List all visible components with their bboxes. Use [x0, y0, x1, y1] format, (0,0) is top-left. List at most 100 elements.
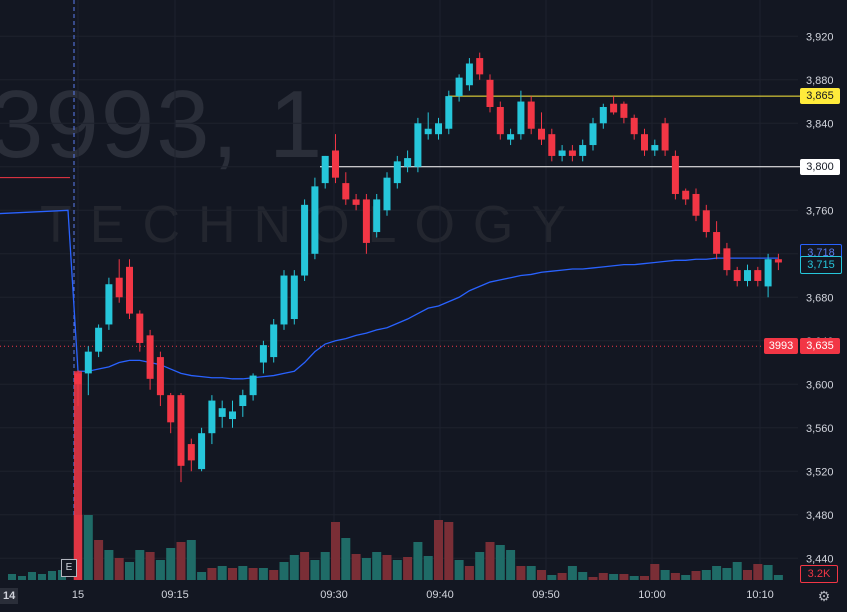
candle-body — [301, 204, 309, 276]
volume-bar — [279, 562, 289, 580]
candle-body — [393, 161, 401, 184]
opening-volume-spike — [74, 371, 82, 580]
volume-bar — [403, 557, 413, 580]
candle-body — [692, 193, 700, 216]
volume-bar — [238, 566, 248, 580]
volume-bar — [619, 574, 629, 580]
resistance-low-price-label[interactable]: 3,800 — [800, 158, 840, 175]
symbol-tag-price-label[interactable]: 3993 — [764, 338, 798, 355]
candle-body — [311, 186, 319, 254]
volume-bar — [537, 570, 546, 580]
volume-bar — [547, 575, 557, 580]
candle-body — [599, 106, 607, 124]
volume-bar — [485, 542, 495, 580]
event-marker[interactable]: E — [61, 559, 77, 577]
candle-body — [630, 117, 638, 135]
symbol-price-price-label[interactable]: 3,635 — [800, 338, 840, 355]
volume-bar — [712, 566, 722, 580]
y-tick-label: 3,480 — [806, 510, 834, 522]
volume-bar — [248, 568, 258, 580]
volume-bar — [701, 570, 711, 580]
candle-body — [74, 373, 82, 385]
candle-body — [744, 270, 751, 281]
candle-body — [754, 270, 762, 281]
price-candles — [74, 52, 782, 483]
volume-bar — [506, 550, 516, 580]
volume-bar — [650, 564, 660, 580]
resistance-high-price-label[interactable]: 3,865 — [800, 88, 840, 105]
volume-bar — [125, 562, 134, 580]
volume-bar — [135, 550, 145, 580]
y-tick-label: 3,880 — [806, 75, 834, 87]
grid-lines — [0, 0, 798, 580]
volume-bar — [300, 552, 310, 580]
candle-body — [723, 248, 731, 271]
volume-scale-label: 3.2K — [800, 565, 838, 583]
volume-bar — [475, 552, 485, 580]
axis-labels: 3,4403,4803,5203,5603,6003,6403,6803,720… — [72, 31, 834, 601]
candle-body — [84, 351, 92, 374]
candle-body — [167, 395, 175, 423]
y-tick-label: 3,440 — [806, 553, 834, 565]
volume-bar — [681, 575, 691, 580]
candle-body — [455, 77, 463, 97]
volume-bar — [434, 520, 443, 580]
candle-body — [352, 199, 360, 205]
y-tick-label: 3,920 — [806, 31, 834, 43]
volume-bar — [773, 575, 783, 580]
volume-bar — [588, 577, 598, 580]
volume-bar — [361, 558, 371, 580]
volume-bar — [609, 574, 619, 580]
candle-body — [249, 375, 257, 396]
last-price-price-label[interactable]: 3,715 — [800, 255, 842, 274]
volume-bar — [423, 556, 433, 580]
volume-bar — [228, 568, 237, 580]
prev-vwap-line — [0, 209, 79, 372]
candle-body — [641, 134, 648, 151]
volume-bar — [176, 542, 186, 580]
volume-bar — [763, 565, 773, 580]
candle-body — [280, 275, 288, 325]
volume-bar — [104, 550, 114, 580]
volume-bar — [598, 573, 608, 580]
candle-body — [651, 145, 659, 151]
volume-bar — [320, 552, 330, 580]
candle-body — [517, 101, 525, 135]
x-tick-label: 09:30 — [320, 589, 348, 601]
volume-bar — [48, 571, 56, 580]
y-tick-label: 3,680 — [806, 292, 834, 304]
candle-body — [702, 210, 710, 233]
candle-body — [259, 345, 267, 363]
candle-body — [342, 183, 350, 200]
candle-body — [568, 150, 576, 156]
candle-body — [496, 106, 504, 135]
volume-bar — [670, 573, 680, 580]
volume-bars — [8, 515, 783, 580]
volume-bar — [495, 545, 505, 580]
settings-gear-icon[interactable]: ⚙ — [817, 588, 831, 604]
candle-body — [115, 277, 123, 298]
volume-bar — [516, 566, 526, 580]
candle-body — [414, 123, 422, 167]
x-tick-label: 10:00 — [638, 589, 666, 601]
candle-body — [187, 444, 195, 461]
candle-body — [610, 103, 618, 113]
volume-bar — [372, 552, 382, 580]
candle-body — [527, 101, 535, 129]
x-tick-label: 09:40 — [426, 589, 454, 601]
volume-bar — [145, 552, 155, 580]
volume-bar — [351, 554, 361, 580]
candle-body — [126, 266, 133, 314]
candle-body — [177, 395, 185, 466]
vwap-line — [78, 257, 779, 380]
volume-bar — [341, 538, 351, 580]
y-tick-label: 3,600 — [806, 379, 834, 391]
candle-body — [105, 284, 113, 325]
candle-body — [229, 411, 236, 420]
candle-body — [424, 128, 432, 135]
volume-bar — [8, 574, 16, 580]
volume-bar — [691, 571, 701, 580]
volume-bar — [392, 560, 402, 580]
volume-bar — [722, 568, 732, 580]
